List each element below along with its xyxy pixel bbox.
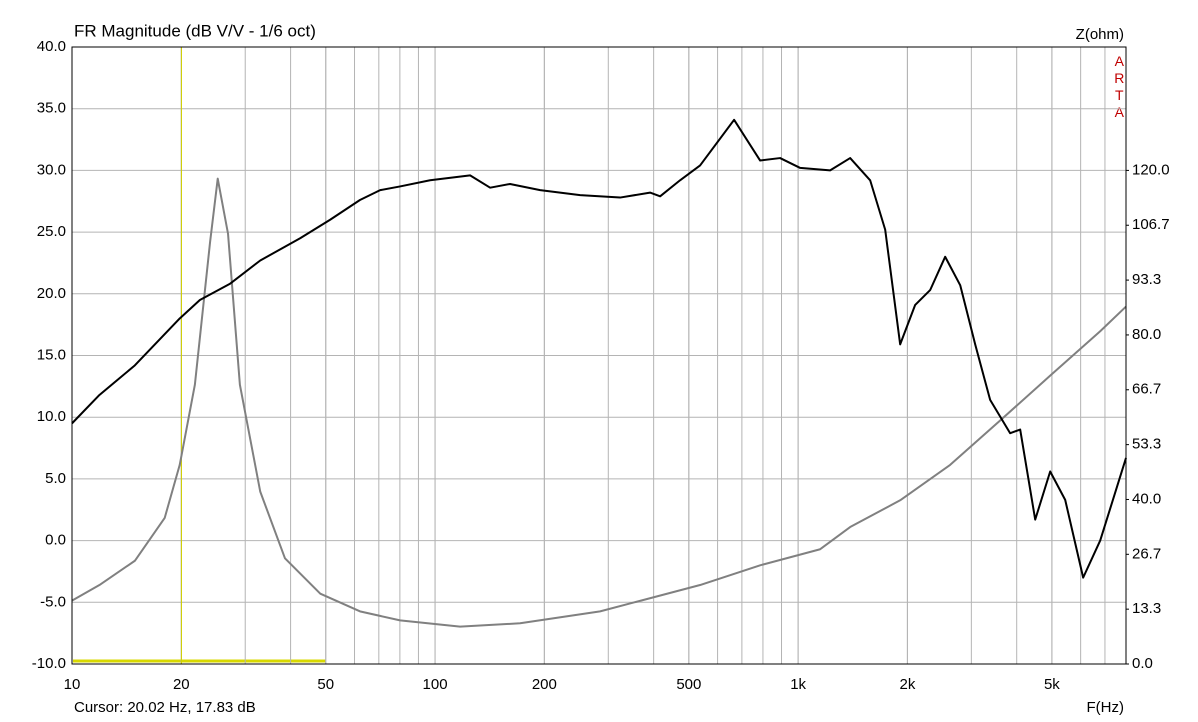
x-tick-label: 500 <box>676 676 701 693</box>
y-tick-label: 30.0 <box>37 161 66 178</box>
y2-tick-label: 13.3 <box>1132 600 1161 617</box>
x-tick-label: 2k <box>899 676 915 693</box>
y-tick-label: 25.0 <box>37 223 66 240</box>
x-tick-label: 5k <box>1044 676 1060 693</box>
x-tick-label: 1k <box>790 676 806 693</box>
y2-tick-label: 106.7 <box>1132 216 1170 233</box>
x-tick-label: 100 <box>423 676 448 693</box>
y2-tick-label: 80.0 <box>1132 326 1161 343</box>
plot-frame <box>71 46 1127 665</box>
y-tick-label: -10.0 <box>32 655 66 672</box>
y-tick-label: 40.0 <box>37 38 66 55</box>
y-tick-label: 10.0 <box>37 408 66 425</box>
chart-title: FR Magnitude (dB V/V - 1/6 oct) <box>74 21 316 40</box>
x-tick-label: 10 <box>64 676 81 693</box>
watermark: ARTA <box>1111 53 1127 121</box>
y2-tick-label: 93.3 <box>1132 271 1161 288</box>
y2-axis-label: Z(ohm) <box>1076 26 1124 43</box>
y2-tick-label: 53.3 <box>1132 436 1161 453</box>
x-tick-label: 20 <box>173 676 190 693</box>
y2-tick-label: 26.7 <box>1132 545 1161 562</box>
x-axis-label: F(Hz) <box>1087 699 1125 716</box>
x-tick-label: 200 <box>532 676 557 693</box>
y-tick-label: 20.0 <box>37 285 66 302</box>
series-line <box>71 118 1127 579</box>
y2-tick-label: 0.0 <box>1132 655 1153 672</box>
y-tick-label: 35.0 <box>37 100 66 117</box>
y-tick-label: 15.0 <box>37 346 66 363</box>
y-tick-label: 5.0 <box>45 470 66 487</box>
series-line <box>71 177 1127 628</box>
x-tick-label: 50 <box>317 676 334 693</box>
y-tick-label: -5.0 <box>40 593 66 610</box>
y2-tick-label: 66.7 <box>1132 381 1161 398</box>
cursor-readout: Cursor: 20.02 Hz, 17.83 dB <box>74 699 256 716</box>
y2-tick-label: 40.0 <box>1132 490 1161 507</box>
y2-tick-label: 120.0 <box>1132 161 1170 178</box>
y-tick-label: 0.0 <box>45 532 66 549</box>
